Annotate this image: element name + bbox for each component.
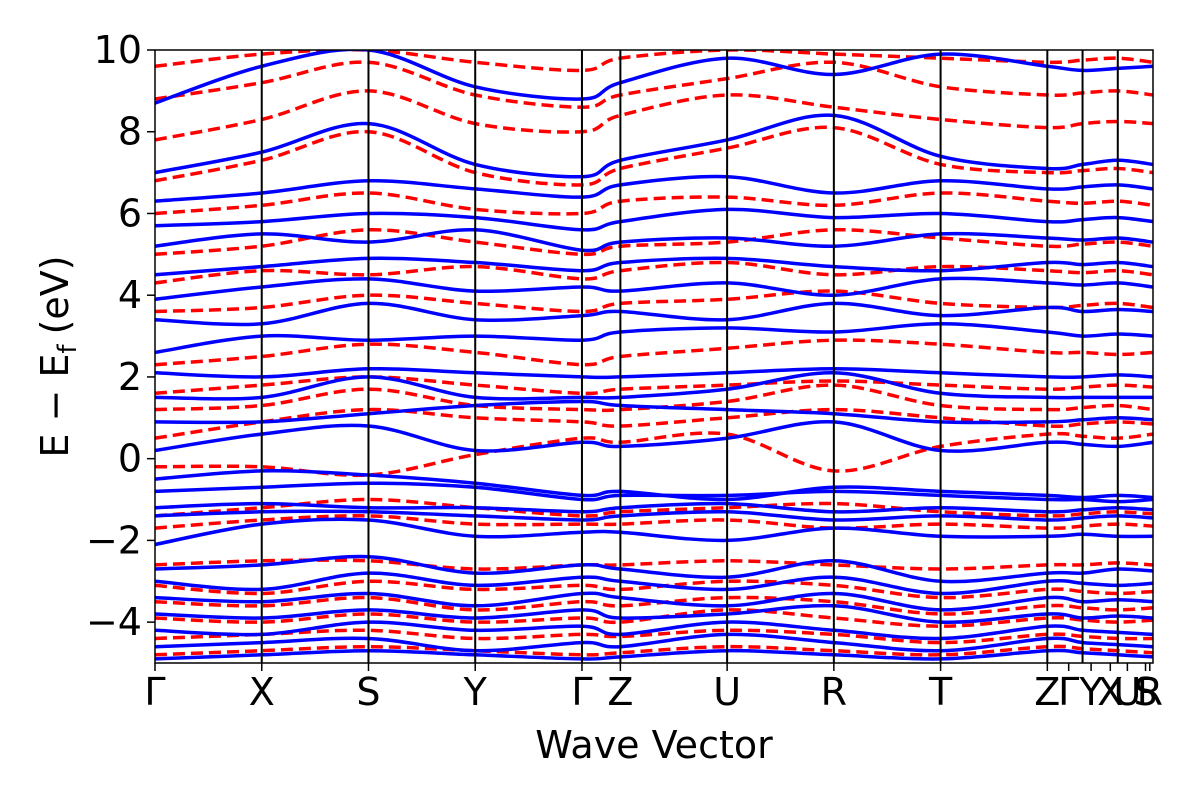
y-axis-title-base: E − E <box>33 354 77 458</box>
x-tick-label-3: Y <box>463 670 488 714</box>
solid-band-line-24 <box>155 50 1153 105</box>
x-tick-label-15: R <box>1137 670 1163 714</box>
x-tick-label-9: Z <box>1034 670 1060 714</box>
x-tick-label-5: Z <box>607 670 633 714</box>
x-tick-label-8: T <box>928 670 953 714</box>
y-tick-label-4: 4 <box>118 273 142 317</box>
plot-frame <box>154 49 1154 664</box>
dashed-band-line-6 <box>155 514 1153 530</box>
dashed-band-line-1 <box>155 628 1153 645</box>
dashed-band-line-14 <box>155 260 1153 285</box>
y-tick-label-1: −2 <box>86 518 142 562</box>
dashed-band-line-20 <box>155 50 1153 73</box>
y-tick-label-6: 8 <box>118 110 142 154</box>
solid-band-line-22 <box>155 174 1153 203</box>
solid-band-line-18 <box>155 276 1153 302</box>
high-symmetry-lines <box>260 50 1119 663</box>
dashed-band-line-18 <box>155 89 1153 142</box>
y-tick-label-3: 2 <box>118 355 142 399</box>
y-tick-label-0: −4 <box>86 600 142 644</box>
solid-band-line-23 <box>155 113 1153 179</box>
y-axis-title: E − Ef (eV) <box>33 255 83 457</box>
solid-band-line-10 <box>155 481 1153 504</box>
solid-band-line-8 <box>155 509 1153 522</box>
dashed-band-line-13 <box>155 289 1153 314</box>
solid-band-line-12 <box>155 419 1153 453</box>
x-tick-label-12: X <box>1097 670 1123 714</box>
dashed-band-line-8 <box>155 431 1153 478</box>
x-tick-label-7: R <box>821 670 847 714</box>
dashed-band-line-0 <box>155 644 1153 657</box>
x-tick-label-1: X <box>249 670 275 714</box>
solid-band-line-14 <box>155 371 1153 401</box>
dashed-band-line-17 <box>155 125 1153 187</box>
x-tick-label-4: Γ <box>571 670 592 714</box>
dashed-band-line-19 <box>155 60 1153 109</box>
dashed-band-line-7 <box>155 497 1153 518</box>
y-tick-label-7: 10 <box>94 28 142 72</box>
solid-band-line-1 <box>155 632 1153 653</box>
dashed-band-line-3 <box>155 595 1153 616</box>
x-tick-label-2: S <box>356 670 380 714</box>
solid-band-line-17 <box>155 301 1153 327</box>
x-tick-label-0: Γ <box>144 670 165 714</box>
dashed-band-line-12 <box>155 338 1153 367</box>
solid-band-line-0 <box>155 648 1153 661</box>
solid-band-line-13 <box>155 399 1153 425</box>
solid-band-line-6 <box>155 554 1153 584</box>
solid-band-line-9 <box>155 501 1153 514</box>
x-axis-title: Wave Vector <box>535 723 773 767</box>
y-axis-title-unit: (eV) <box>33 255 77 334</box>
dashed-band-line-10 <box>155 383 1153 413</box>
x-tick-label-6: U <box>713 670 741 714</box>
x-tick-label-13: U <box>1113 670 1141 714</box>
solid-band-line-5 <box>155 571 1153 596</box>
solid-band-line-11 <box>155 469 1153 502</box>
solid-band-line-15 <box>155 366 1153 380</box>
dashed-band-line-16 <box>155 191 1153 216</box>
dashed-band-line-4 <box>155 579 1153 600</box>
bands-layer <box>155 50 1153 661</box>
dashed-band-line-9 <box>155 407 1153 440</box>
y-tick-label-5: 6 <box>118 191 142 235</box>
solid-band-line-20 <box>155 228 1153 253</box>
dashed-band-line-15 <box>155 228 1153 257</box>
y-axis: −4 −2 0 2 4 6 8 10 <box>86 28 155 644</box>
y-tick-label-2: 0 <box>118 437 142 481</box>
x-tick-label-11: Y <box>1078 670 1103 714</box>
solid-band-line-4 <box>155 591 1153 612</box>
dashed-band-line-5 <box>155 558 1153 571</box>
solid-band-line-2 <box>155 620 1153 641</box>
y-axis-title-subscript: f <box>53 344 83 354</box>
solid-band-line-7 <box>155 517 1153 547</box>
x-tick-label-10: Γ <box>1058 670 1079 714</box>
solid-band-line-19 <box>155 256 1153 277</box>
dashed-band-line-2 <box>155 608 1153 628</box>
solid-band-line-16 <box>155 322 1153 355</box>
dashed-band-line-11 <box>155 375 1153 396</box>
x-tick-label-14: S <box>1133 670 1157 714</box>
solid-band-line-3 <box>155 603 1153 624</box>
solid-band-line-21 <box>155 207 1153 232</box>
